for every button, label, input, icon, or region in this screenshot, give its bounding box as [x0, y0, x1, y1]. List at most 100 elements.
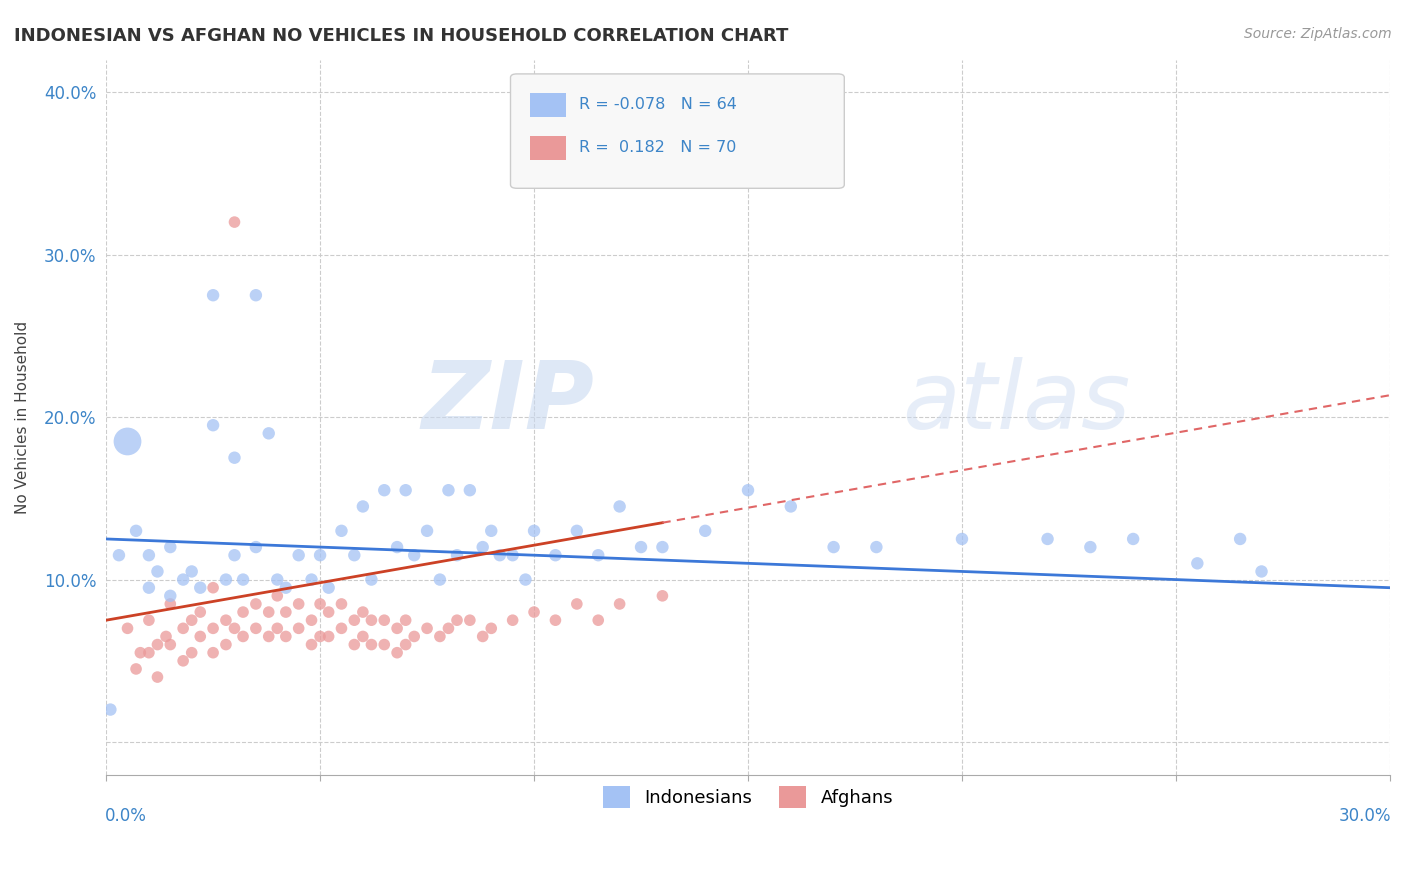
Point [202, 288, 225, 302]
Point [471, 630, 494, 644]
Point [309, 597, 332, 611]
Point [1187, 557, 1209, 571]
Text: R =  0.182   N = 70: R = 0.182 N = 70 [578, 140, 735, 155]
Point [232, 573, 254, 587]
Point [471, 540, 494, 554]
Point [609, 500, 631, 514]
Point [651, 540, 673, 554]
Point [373, 613, 395, 627]
Y-axis label: No Vehicles in Household: No Vehicles in Household [15, 320, 30, 514]
FancyBboxPatch shape [530, 136, 565, 160]
Point [245, 540, 267, 554]
Point [159, 638, 181, 652]
Point [1122, 532, 1144, 546]
Point [188, 581, 211, 595]
Point [479, 621, 502, 635]
Point [823, 540, 845, 554]
Point [188, 605, 211, 619]
Point [360, 638, 382, 652]
Point [737, 483, 759, 498]
Point [287, 621, 309, 635]
Point [544, 548, 567, 562]
Point [117, 434, 139, 449]
Point [309, 630, 332, 644]
Point [318, 605, 340, 619]
Point [352, 605, 374, 619]
Point [1250, 565, 1272, 579]
Point [202, 646, 225, 660]
Point [172, 573, 194, 587]
Point [523, 605, 546, 619]
Point [343, 638, 366, 652]
Point [479, 524, 502, 538]
Point [385, 646, 408, 660]
Point [138, 581, 160, 595]
Legend: Indonesians, Afghans: Indonesians, Afghans [596, 779, 901, 815]
Point [266, 573, 288, 587]
Point [159, 597, 181, 611]
Point [343, 613, 366, 627]
Point [488, 548, 510, 562]
Point [458, 613, 481, 627]
Point [437, 621, 460, 635]
Point [266, 589, 288, 603]
Point [404, 548, 426, 562]
Point [523, 524, 546, 538]
Point [215, 638, 238, 652]
Point [950, 532, 973, 546]
FancyBboxPatch shape [530, 93, 565, 117]
Point [565, 524, 588, 538]
Point [502, 613, 524, 627]
Text: 0.0%: 0.0% [105, 806, 146, 825]
Point [180, 613, 202, 627]
Point [301, 573, 323, 587]
Point [515, 573, 537, 587]
Point [159, 540, 181, 554]
Point [180, 565, 202, 579]
Point [1080, 540, 1102, 554]
Point [138, 613, 160, 627]
Point [1036, 532, 1059, 546]
Point [266, 621, 288, 635]
Point [343, 548, 366, 562]
Point [202, 581, 225, 595]
Point [146, 565, 169, 579]
Point [172, 654, 194, 668]
Point [138, 548, 160, 562]
Point [257, 426, 280, 441]
Point [202, 418, 225, 433]
Point [146, 670, 169, 684]
Point [138, 646, 160, 660]
Point [651, 589, 673, 603]
Point [245, 597, 267, 611]
Point [318, 581, 340, 595]
Point [360, 613, 382, 627]
Point [395, 483, 418, 498]
Point [318, 630, 340, 644]
Point [437, 483, 460, 498]
Point [287, 597, 309, 611]
Point [779, 500, 801, 514]
Point [330, 597, 353, 611]
Point [373, 638, 395, 652]
Point [232, 605, 254, 619]
Point [274, 605, 297, 619]
Point [395, 638, 418, 652]
Point [360, 573, 382, 587]
Point [257, 605, 280, 619]
Text: R = -0.078   N = 64: R = -0.078 N = 64 [578, 97, 737, 112]
Point [245, 621, 267, 635]
Point [117, 621, 139, 635]
Point [108, 548, 131, 562]
Point [224, 548, 246, 562]
Point [224, 450, 246, 465]
Point [446, 548, 468, 562]
Point [224, 215, 246, 229]
Point [125, 662, 148, 676]
Text: INDONESIAN VS AFGHAN NO VEHICLES IN HOUSEHOLD CORRELATION CHART: INDONESIAN VS AFGHAN NO VEHICLES IN HOUS… [14, 27, 789, 45]
Point [609, 597, 631, 611]
Point [301, 638, 323, 652]
Point [544, 613, 567, 627]
Point [274, 581, 297, 595]
Point [215, 613, 238, 627]
